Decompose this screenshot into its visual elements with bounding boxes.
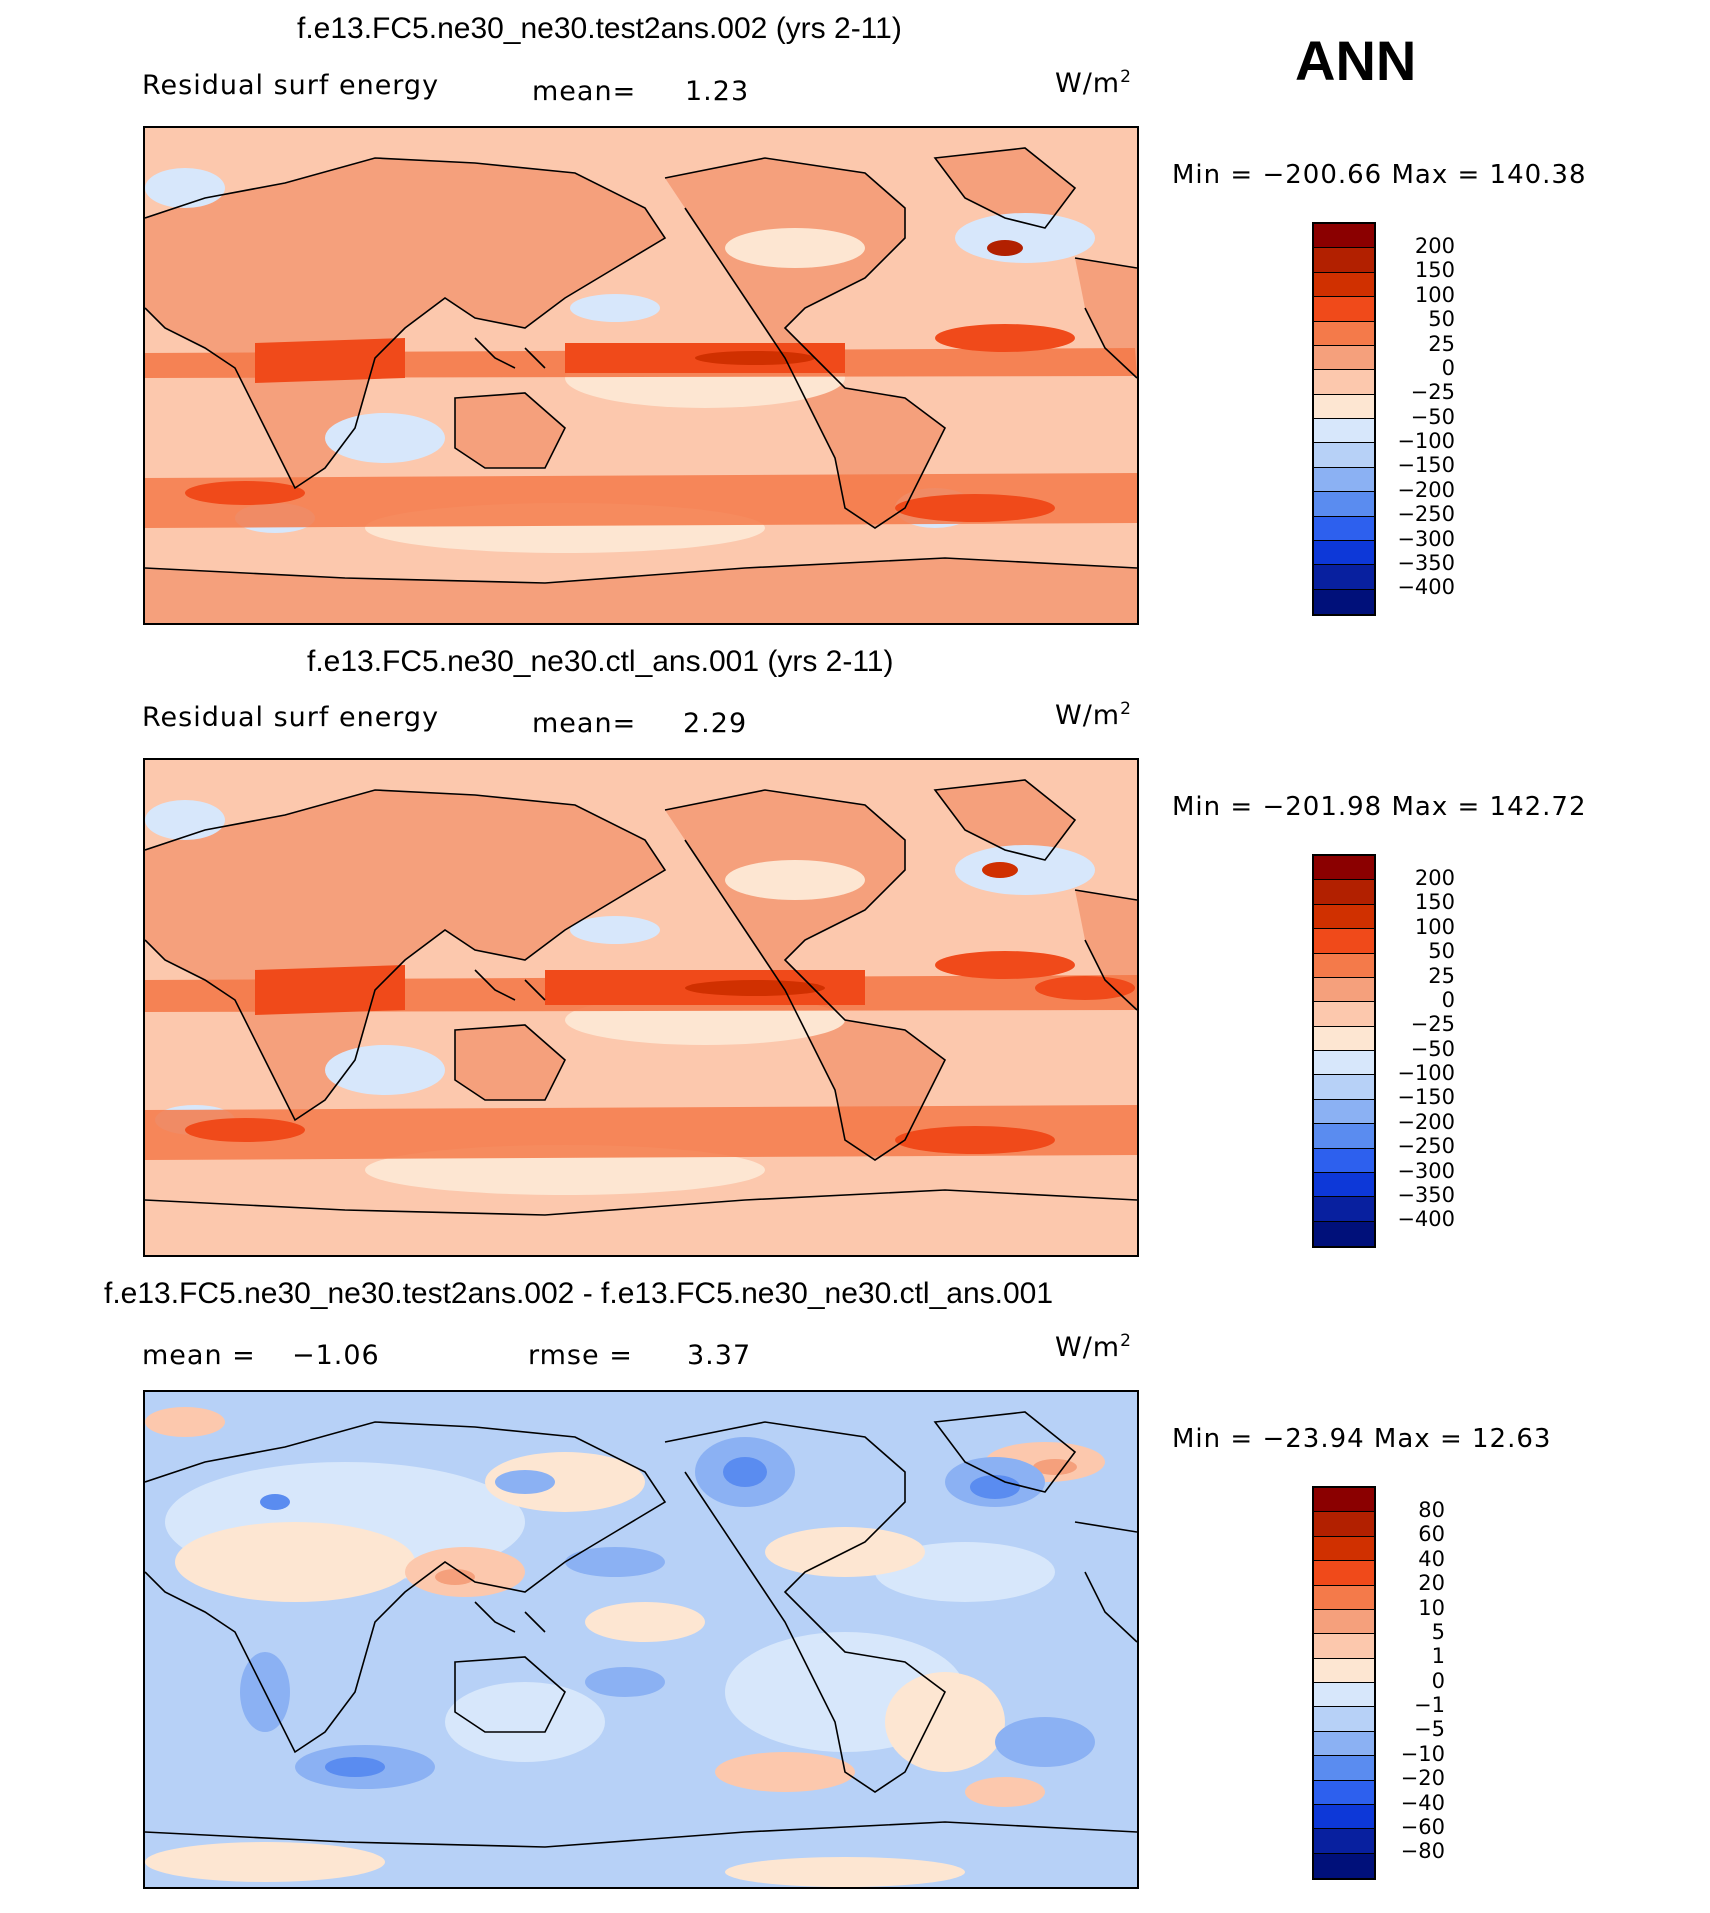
cb-label: 0 xyxy=(1441,355,1455,380)
panel-1-mean-value: 1.23 xyxy=(685,76,750,107)
season-label: ANN xyxy=(1295,29,1417,92)
panel-2-title: f.e13.FC5.ne30_ne30.ctl_ans.001 (yrs 2-1… xyxy=(307,645,894,678)
cb-label: 60 xyxy=(1418,1522,1445,1547)
cb-label: −5 xyxy=(1414,1717,1445,1742)
cb-label: −25 xyxy=(1410,380,1455,405)
panel-3-coastlines xyxy=(145,1411,1137,1848)
cb-label: −50 xyxy=(1410,404,1455,429)
cb-label: 150 xyxy=(1414,890,1455,915)
panel-2-coastlines xyxy=(145,779,1137,1216)
panel-1-variable-label: Residual surf energy xyxy=(142,70,440,101)
panel-2-colorbar xyxy=(1312,854,1376,1248)
panel-1-minmax: Min = −200.66 Max = 140.38 xyxy=(1172,160,1587,190)
cb-label: −20 xyxy=(1400,1766,1445,1791)
panel-1-coastlines xyxy=(145,147,1137,584)
panel-1-map xyxy=(143,126,1139,625)
panel-1-units: W/m2 xyxy=(1055,67,1132,99)
cb-label: 0 xyxy=(1431,1668,1445,1693)
cb-label: 100 xyxy=(1414,914,1455,939)
cb-label: −300 xyxy=(1397,526,1455,551)
panel-1-title: f.e13.FC5.ne30_ne30.test2ans.002 (yrs 2-… xyxy=(297,12,902,45)
cb-label: −40 xyxy=(1400,1790,1445,1815)
panel-3-minmax: Min = −23.94 Max = 12.63 xyxy=(1172,1424,1552,1454)
cb-label: 50 xyxy=(1428,939,1455,964)
cb-label: −1 xyxy=(1414,1693,1445,1717)
cb-label: −60 xyxy=(1400,1814,1445,1839)
panel-1-map-svg xyxy=(145,128,1137,623)
panel-3-title: f.e13.FC5.ne30_ne30.test2ans.002 - f.e13… xyxy=(104,1277,1054,1310)
cb-label: −50 xyxy=(1410,1036,1455,1061)
cb-label: 1 xyxy=(1431,1644,1445,1669)
cb-label: 5 xyxy=(1431,1619,1445,1644)
panel-3-rmse-label: rmse = xyxy=(528,1340,633,1371)
panel-3-blue-strong xyxy=(260,1457,1020,1777)
panel-2-mean-label: mean= xyxy=(532,708,637,739)
cb-label: 200 xyxy=(1414,234,1455,258)
cb-label: −150 xyxy=(1397,453,1455,478)
cb-label: −150 xyxy=(1397,1085,1455,1110)
cb-label: −350 xyxy=(1397,1182,1455,1207)
panel-2-map-svg xyxy=(145,760,1137,1255)
cb-label: 0 xyxy=(1441,987,1455,1012)
cb-label: −100 xyxy=(1397,1061,1455,1085)
panel-3-map xyxy=(143,1390,1139,1889)
panel-1-colorbar xyxy=(1312,222,1376,616)
panel-3-mean-value: −1.06 xyxy=(292,1340,380,1371)
panel-2-warm-bands xyxy=(145,862,1137,1160)
cb-label: −250 xyxy=(1397,502,1455,527)
panel-1-warm-bands xyxy=(145,240,1137,528)
cb-label: 150 xyxy=(1414,258,1455,283)
panel-2-variable-label: Residual surf energy xyxy=(142,702,440,733)
cb-label: 40 xyxy=(1418,1546,1445,1571)
cb-label: −250 xyxy=(1397,1134,1455,1159)
cb-label: 200 xyxy=(1414,866,1455,890)
panel-3-units: W/m2 xyxy=(1055,1331,1132,1363)
cb-label: 50 xyxy=(1428,307,1455,332)
panel-3-map-svg xyxy=(145,1392,1137,1887)
panel-2-units: W/m2 xyxy=(1055,699,1132,731)
cb-label: −300 xyxy=(1397,1158,1455,1183)
panel-3-blue xyxy=(240,1437,1095,1789)
cb-label: −100 xyxy=(1397,429,1455,453)
panel-1-mean-label: mean= xyxy=(532,76,637,107)
panel-2-map xyxy=(143,758,1139,1257)
cb-label: −400 xyxy=(1397,575,1455,600)
cb-label: 80 xyxy=(1418,1498,1445,1522)
panel-3-colorbar-labels: 80 60 40 20 10 5 1 0 −1 −5 −10 −20 −40 −… xyxy=(1385,1498,1445,1864)
cb-label: −200 xyxy=(1397,1109,1455,1134)
cb-label: 25 xyxy=(1428,963,1455,988)
cb-label: −200 xyxy=(1397,477,1455,502)
panel-3-colorbar xyxy=(1312,1486,1376,1880)
cb-label: −350 xyxy=(1397,550,1455,575)
cb-label: 25 xyxy=(1428,331,1455,356)
cb-label: 100 xyxy=(1414,282,1455,307)
cb-label: −10 xyxy=(1400,1741,1445,1766)
cb-label: 10 xyxy=(1418,1595,1445,1620)
panel-2-mean-value: 2.29 xyxy=(683,708,748,739)
panel-3-rmse-value: 3.37 xyxy=(687,1340,752,1371)
cb-label: −400 xyxy=(1397,1207,1455,1232)
panel-2-colorbar-labels: 200 150 100 50 25 0 −25 −50 −100 −150 −2… xyxy=(1385,866,1455,1232)
panel-3-light-warm xyxy=(145,1452,1005,1887)
panel-3-mean-label: mean = xyxy=(142,1340,256,1371)
cb-label: −80 xyxy=(1400,1839,1445,1864)
panel-2-minmax: Min = −201.98 Max = 142.72 xyxy=(1172,792,1587,822)
cb-label: −25 xyxy=(1410,1012,1455,1037)
panel-1-colorbar-labels: 200 150 100 50 25 0 −25 −50 −100 −150 −2… xyxy=(1385,234,1455,600)
cb-label: 20 xyxy=(1418,1571,1445,1596)
